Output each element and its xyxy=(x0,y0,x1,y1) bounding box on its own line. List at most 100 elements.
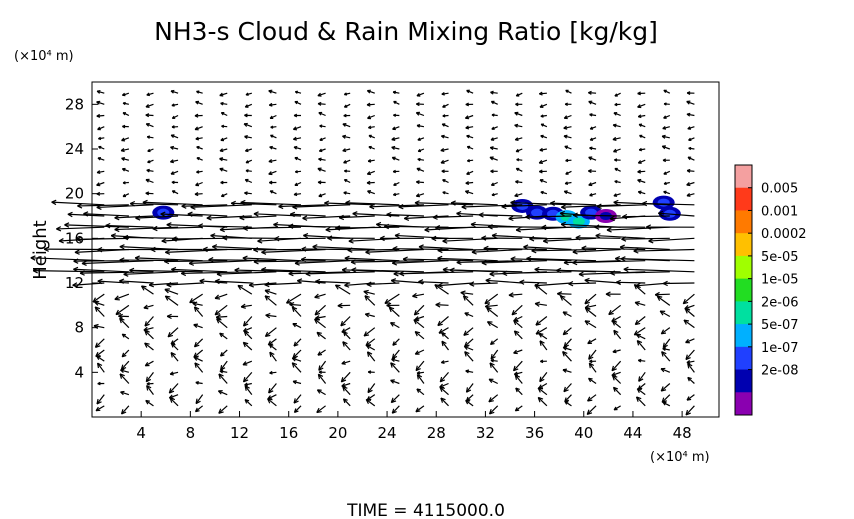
wind-vector xyxy=(292,380,302,385)
wind-vector xyxy=(465,394,474,402)
wind-vector xyxy=(464,338,474,348)
wind-vector xyxy=(253,247,302,253)
wind-vector xyxy=(588,169,597,174)
wind-vector xyxy=(612,136,621,141)
wind-vector xyxy=(220,360,228,371)
wind-vector xyxy=(367,114,375,120)
wind-vector xyxy=(366,394,376,401)
wind-vector xyxy=(391,260,449,266)
x-tick-label: 40 xyxy=(574,424,593,442)
wind-vector xyxy=(168,394,179,399)
wind-vector xyxy=(237,284,253,295)
wind-vector xyxy=(95,349,105,358)
wind-vector xyxy=(662,158,670,163)
wind-vector xyxy=(293,192,302,197)
wind-vector xyxy=(265,313,277,319)
wind-vector xyxy=(337,302,351,309)
wind-vector xyxy=(343,179,351,184)
wind-vector xyxy=(612,123,621,128)
wind-vector xyxy=(188,260,252,266)
wind-vector xyxy=(268,159,277,164)
wind-vector xyxy=(215,314,228,320)
wind-vector xyxy=(105,222,154,229)
wind-vector xyxy=(611,320,622,329)
wind-vector xyxy=(392,126,400,131)
colorbar-label: 2e-08 xyxy=(761,364,799,379)
wind-vector xyxy=(662,338,671,349)
wind-vector xyxy=(347,247,400,253)
wind-vector xyxy=(562,351,572,362)
wind-vector xyxy=(684,304,695,310)
wind-vector xyxy=(384,293,400,305)
wind-vector xyxy=(441,332,449,340)
wind-vector xyxy=(416,102,424,107)
wind-vector xyxy=(364,295,376,306)
wind-vector xyxy=(437,255,498,262)
wind-vector xyxy=(391,349,400,360)
wind-vector xyxy=(294,260,351,266)
wind-vector xyxy=(614,167,621,172)
wind-vector xyxy=(122,112,130,117)
wind-vector xyxy=(466,89,474,94)
wind-vector xyxy=(441,123,449,128)
wind-vector xyxy=(115,304,130,316)
wind-vector xyxy=(464,114,474,120)
y-ticks: 4 8 12 16 20 24 28 xyxy=(65,95,98,381)
wind-vector xyxy=(589,359,597,364)
colorbar-label: 5e-07 xyxy=(761,318,799,333)
x-tick-label: 48 xyxy=(673,424,692,442)
wind-vector xyxy=(146,92,154,97)
wind-vector xyxy=(572,212,621,218)
wind-vector xyxy=(270,134,277,139)
wind-vector xyxy=(43,246,105,252)
wind-vector xyxy=(366,351,376,362)
wind-vector xyxy=(686,168,695,173)
wind-vector xyxy=(319,137,326,141)
wind-vector xyxy=(121,92,130,97)
wind-vector xyxy=(416,124,425,128)
wind-vector xyxy=(219,148,228,153)
wind-vector xyxy=(335,225,400,231)
wind-vector xyxy=(120,360,130,371)
wind-vector xyxy=(96,394,105,405)
wind-vector xyxy=(264,281,302,288)
wind-vector xyxy=(294,156,302,161)
wind-vector xyxy=(73,266,129,273)
wind-vector xyxy=(245,92,252,96)
wind-vector xyxy=(513,349,523,355)
wind-vector xyxy=(318,360,327,371)
wind-vector xyxy=(562,327,572,336)
wind-vector xyxy=(550,200,597,207)
wind-vector xyxy=(171,190,179,195)
wind-vector xyxy=(525,214,572,220)
wind-vector xyxy=(342,398,351,407)
wind-vector xyxy=(540,123,548,128)
wind-vector xyxy=(345,200,400,206)
wind-vector xyxy=(660,327,671,335)
wind-vector xyxy=(486,307,499,317)
wind-vector xyxy=(165,248,228,255)
wind-vector xyxy=(316,389,326,396)
wind-vector xyxy=(636,334,646,340)
wind-vector xyxy=(513,371,523,376)
wind-vector xyxy=(170,89,179,94)
wind-vector xyxy=(196,145,203,150)
wind-vector xyxy=(96,204,154,210)
wind-vector xyxy=(663,190,671,195)
wind-vector xyxy=(73,258,129,264)
wind-vector xyxy=(487,224,547,230)
wind-vector xyxy=(563,134,572,139)
y-axis-label: Height xyxy=(30,220,51,280)
wind-vector xyxy=(391,136,400,141)
wind-vector xyxy=(402,256,474,262)
wind-vector xyxy=(119,317,130,329)
wind-vector xyxy=(242,255,302,262)
wind-vector xyxy=(147,159,154,164)
wind-vector xyxy=(199,278,228,284)
wind-vector xyxy=(488,405,499,415)
wind-vector xyxy=(637,91,646,96)
x-tick-label: 32 xyxy=(476,424,495,442)
wind-vector xyxy=(343,113,351,118)
wind-vector xyxy=(121,167,130,172)
wind-vector xyxy=(114,226,179,233)
